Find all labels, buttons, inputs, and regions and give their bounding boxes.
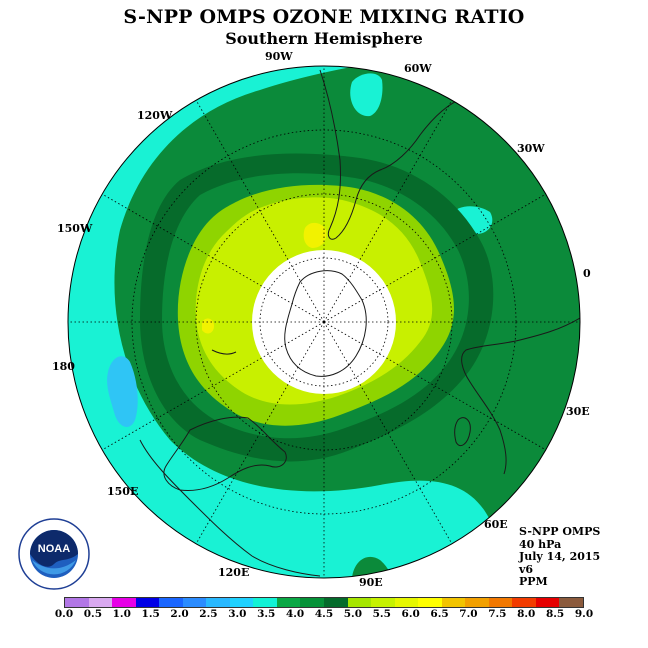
coast-madagascar bbox=[454, 417, 471, 447]
colorbar-tick-label: 5.0 bbox=[343, 608, 363, 620]
coast-south-america bbox=[319, 69, 471, 240]
chart-subtitle: Southern Hemisphere bbox=[225, 29, 423, 48]
lon-label-90w: 90W bbox=[265, 50, 293, 63]
lon-label-30w: 30W bbox=[517, 142, 545, 155]
colorbar-segment bbox=[535, 598, 560, 607]
colorbar-tick-label: 5.5 bbox=[372, 608, 391, 620]
chart-title: S-NPP OMPS OZONE MIXING RATIO bbox=[123, 6, 525, 28]
colorbar-tick-label: 0.5 bbox=[83, 608, 103, 620]
lon-label-60e: 60E bbox=[484, 518, 508, 531]
colorbar-segment bbox=[253, 598, 277, 607]
info-instrument: S-NPP OMPS bbox=[519, 525, 601, 538]
info-level: 40 hPa bbox=[519, 537, 562, 551]
colorbar-segment bbox=[276, 598, 301, 607]
colorbar-tick-label: 2.0 bbox=[170, 608, 189, 620]
lon-label-180: 180 bbox=[52, 360, 75, 373]
colorbar-tick-label: 4.5 bbox=[314, 608, 334, 620]
lon-label-120w: 120W bbox=[137, 109, 173, 122]
colorbar-tick-label: 1.0 bbox=[112, 608, 131, 620]
lon-label-0: 0 bbox=[583, 267, 591, 280]
ozone-region-yellow-2 bbox=[202, 318, 214, 334]
ozone-region-yellow-1 bbox=[303, 222, 327, 248]
lon-label-150e: 150E bbox=[107, 485, 139, 498]
colorbar-tick-label: 2.5 bbox=[199, 608, 218, 620]
lon-label-120e: 120E bbox=[218, 566, 250, 579]
colorbar-segment bbox=[418, 598, 442, 607]
meridian-60w bbox=[323, 99, 453, 323]
map-outline bbox=[67, 65, 581, 579]
colorbar-segment bbox=[441, 598, 466, 607]
meridian-60e bbox=[323, 321, 453, 545]
ozone-region-cyan bbox=[68, 66, 490, 578]
colorbar-tick-label: 6.0 bbox=[401, 608, 420, 620]
colorbar-tick-label: 3.0 bbox=[228, 608, 247, 620]
meridian-30w bbox=[323, 193, 547, 323]
colorbar-segment bbox=[465, 598, 489, 607]
meridian-30e bbox=[323, 321, 547, 451]
colorbar-segment bbox=[394, 598, 419, 607]
meridian-150w bbox=[101, 193, 325, 323]
colorbar-segment bbox=[371, 598, 395, 607]
colorbar-tick-label: 4.0 bbox=[285, 608, 305, 620]
colorbar-segment bbox=[559, 598, 584, 607]
colorbar-segment bbox=[300, 598, 325, 607]
coast-australia bbox=[163, 416, 287, 491]
colorbar-segment bbox=[347, 598, 372, 607]
lon-label-90e: 90E bbox=[359, 576, 383, 589]
graticule bbox=[68, 66, 580, 578]
colorbar-tick-label: 6.5 bbox=[430, 608, 449, 620]
lon-label-60w: 60W bbox=[404, 62, 432, 75]
colorbar-segment bbox=[229, 598, 254, 607]
colorbar-segment bbox=[65, 598, 89, 607]
meridian-150e bbox=[101, 321, 325, 451]
colorbar-tick-label: 7.0 bbox=[459, 608, 478, 620]
colorbar-segment bbox=[182, 598, 207, 607]
colorbar-segment bbox=[512, 598, 536, 607]
info-version: v6 bbox=[519, 562, 534, 576]
colorbar-segment bbox=[88, 598, 113, 607]
colorbar-segment bbox=[135, 598, 160, 607]
noaa-logo: NOAA bbox=[18, 518, 90, 590]
meridian-120w bbox=[195, 99, 325, 323]
colorbar-segment bbox=[324, 598, 348, 607]
info-date: July 14, 2015 bbox=[519, 550, 601, 563]
info-units: PPM bbox=[519, 575, 548, 588]
lon-label-150w: 150W bbox=[57, 222, 93, 235]
ozone-region-light-blue bbox=[107, 356, 138, 427]
colorbar-segment bbox=[206, 598, 230, 607]
coast-africa bbox=[461, 317, 580, 475]
colorbar-tick-label: 1.5 bbox=[141, 608, 160, 620]
colorbar-tick-label: 9.0 bbox=[574, 608, 594, 620]
colorbar-ticks: 0.0 0.5 1.0 1.5 2.0 2.5 3.0 3.5 4.0 4.5 5.0 5.5 6.0 6… bbox=[55, 608, 593, 622]
coastlines bbox=[139, 69, 580, 577]
colorbar-tick-label: 8.0 bbox=[517, 608, 536, 620]
noaa-logo-text: NOAA bbox=[38, 543, 70, 555]
meridian-120e bbox=[195, 321, 325, 545]
colorbar-segment bbox=[159, 598, 183, 607]
colorbar-segment bbox=[488, 598, 513, 607]
colorbar-tick-label: 0.0 bbox=[54, 608, 74, 620]
colorbar-tick-label: 7.5 bbox=[488, 608, 507, 620]
coast-new-zealand bbox=[211, 349, 237, 355]
coast-antarctica bbox=[284, 270, 367, 377]
lon-label-30e: 30E bbox=[566, 405, 590, 418]
colorbar-tick-label: 8.5 bbox=[545, 608, 565, 620]
colorbar-tick-label: 3.5 bbox=[257, 608, 276, 620]
ozone-region-cyan-patch-60w bbox=[350, 73, 383, 117]
colorbar-segment bbox=[112, 598, 136, 607]
coast-asia bbox=[139, 439, 321, 577]
pole-marker bbox=[322, 320, 326, 324]
colorbar bbox=[64, 597, 584, 608]
info-block: S-NPP OMPS 40 hPa July 14, 2015 v6 PPM bbox=[519, 525, 601, 589]
